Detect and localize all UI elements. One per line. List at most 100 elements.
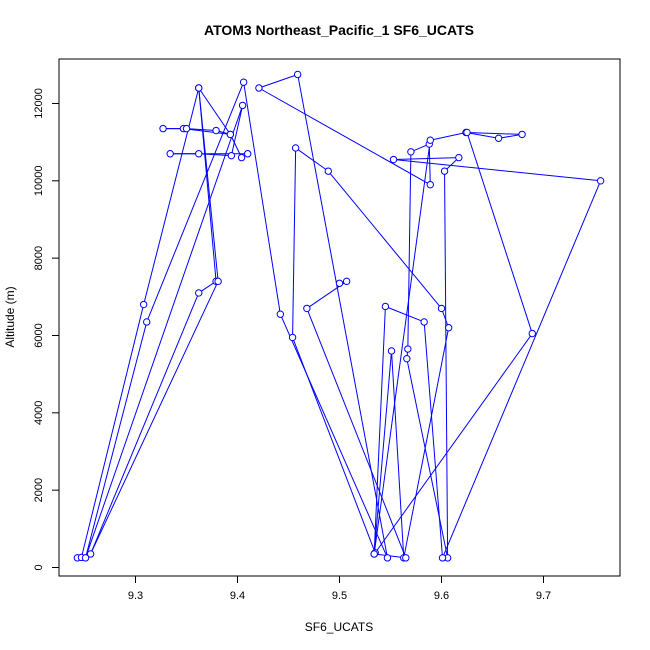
data-point <box>239 78 248 86</box>
data-point <box>438 554 447 562</box>
x-axis-label: SF6_UCATS <box>305 620 373 634</box>
series-line-segment <box>243 82 281 315</box>
series-line-segment <box>403 327 450 558</box>
x-tick-label: 9.6 <box>434 590 449 602</box>
series-line-segment <box>143 87 200 305</box>
series-line-segment <box>406 358 449 558</box>
series-line-segment <box>186 128 217 132</box>
series <box>73 70 605 562</box>
data-point <box>303 304 311 313</box>
series-line-segment <box>442 180 602 559</box>
y-tick-label: 8000 <box>33 246 45 270</box>
chart-title: ATOM3 Northeast_Pacific_1 SF6_UCATS <box>204 22 474 38</box>
data-point <box>402 554 410 562</box>
data-point <box>420 318 428 326</box>
series-line-segment <box>327 170 442 309</box>
data-point <box>335 279 344 287</box>
data-point <box>494 134 503 142</box>
data-point <box>226 130 235 139</box>
data-point <box>291 144 300 152</box>
data-point <box>426 180 434 189</box>
x-tick-label: 9.5 <box>332 590 347 602</box>
data-point <box>383 554 392 562</box>
series-line-segment <box>146 82 245 323</box>
data-point <box>426 136 434 144</box>
series-line-segment <box>198 87 219 282</box>
series-line-segment <box>198 153 232 157</box>
series-line-segment <box>295 147 329 172</box>
series-line-segment <box>466 131 523 135</box>
data-point <box>237 153 246 162</box>
data-point <box>81 554 90 562</box>
x-tick-label: 9.3 <box>128 590 143 602</box>
data-point <box>276 310 285 318</box>
data-point <box>381 302 390 311</box>
series-line-segment <box>258 87 431 186</box>
series-line-segment <box>444 171 449 558</box>
series-line-segment <box>393 159 601 182</box>
series-line-segment <box>90 292 200 555</box>
series-line-segment <box>374 333 533 554</box>
series-line-segment <box>428 144 431 185</box>
data-point <box>518 130 526 139</box>
y-tick-label: 0 <box>33 564 45 570</box>
data-point <box>324 167 332 175</box>
data-point <box>404 345 412 353</box>
series-line-segment <box>90 281 219 555</box>
series-line-segment <box>373 306 386 554</box>
series-line-segment <box>198 87 231 135</box>
data-point <box>143 318 151 326</box>
x-tick-label: 9.7 <box>536 590 551 602</box>
data-point <box>227 151 236 160</box>
data-point <box>159 124 167 133</box>
series-line-segment <box>80 304 145 558</box>
data-point <box>370 550 378 558</box>
x-tick-label: 9.4 <box>230 590 245 602</box>
x-axis: 9.3 9.4 9.5 9.6 9.7 <box>128 576 551 602</box>
data-point <box>437 304 446 313</box>
series-line-segment <box>230 105 244 156</box>
data-point <box>342 277 351 286</box>
series-line-segment <box>373 140 431 555</box>
series-line-segment <box>407 151 412 350</box>
series-layer <box>73 70 605 562</box>
series-line-segment <box>393 157 459 161</box>
data-point <box>244 150 252 158</box>
series-line-segment <box>466 132 533 334</box>
y-tick-label: 6000 <box>33 323 45 347</box>
series-line-segment <box>292 337 376 553</box>
plot-frame <box>58 58 621 577</box>
y-tick-label: 4000 <box>33 401 45 425</box>
data-point <box>238 101 247 110</box>
series-line-segment <box>292 147 297 338</box>
y-tick-label: 10000 <box>33 166 45 197</box>
data-point <box>440 167 449 175</box>
data-point <box>255 84 263 92</box>
series-line-segment <box>465 131 499 139</box>
series-line-segment <box>423 321 444 558</box>
y-tick-label: 12000 <box>33 88 45 119</box>
data-point <box>387 347 396 355</box>
data-point <box>86 550 95 558</box>
data-point <box>182 124 191 133</box>
y-axis: 0 2000 4000 6000 8000 10000 12000 <box>33 88 59 571</box>
series-line-segment <box>85 105 244 558</box>
series-line-segment <box>258 73 298 89</box>
data-point <box>214 277 222 286</box>
data-point <box>195 84 203 92</box>
data-point <box>444 324 453 332</box>
data-point <box>166 150 174 158</box>
y-axis-label: Altitude (m) <box>3 286 17 347</box>
data-point <box>403 354 411 363</box>
data-point <box>195 289 203 297</box>
data-point <box>293 70 302 79</box>
series-line-segment <box>498 133 523 139</box>
data-point <box>407 148 415 156</box>
series-line-segment <box>391 350 405 558</box>
data-point <box>463 128 471 137</box>
series-line-segment <box>306 308 407 559</box>
series-line-segment <box>85 321 148 558</box>
data-point <box>139 300 148 309</box>
data-point <box>596 177 605 185</box>
data-point <box>455 153 463 162</box>
